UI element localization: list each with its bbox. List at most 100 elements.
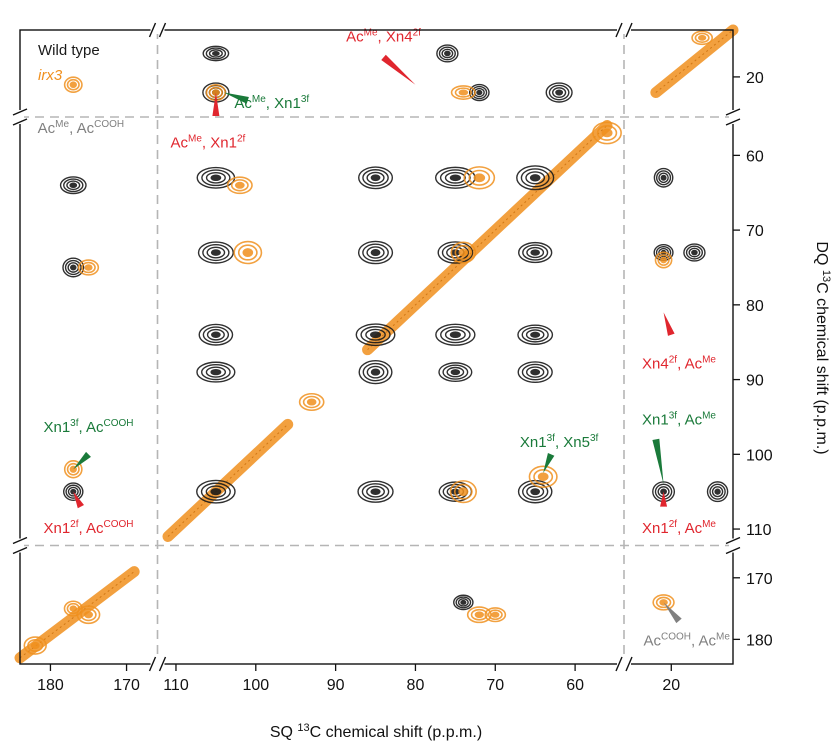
peak-contour — [366, 365, 385, 379]
peak-contour — [196, 479, 236, 504]
annotation-label: Xn12f​, AcMe​ — [642, 519, 716, 537]
peak-contour — [444, 50, 451, 57]
axis-break-mark — [725, 108, 741, 126]
peak-contour — [242, 248, 254, 257]
y-tick-label: 180 — [746, 632, 773, 649]
x-axis-title: SQ 13C chemical shift (p.p.m.) — [270, 722, 482, 741]
x-tick-label: 100 — [242, 677, 269, 694]
peak-contour — [442, 364, 469, 380]
peak-contour — [357, 240, 394, 265]
peak-contour — [27, 639, 44, 652]
peak-marker — [453, 594, 474, 611]
peak-marker — [484, 607, 507, 623]
axis-break-slash — [725, 118, 741, 126]
peak-contour — [66, 180, 81, 191]
axis-break-mark — [148, 22, 167, 38]
peak-contour — [517, 324, 554, 345]
peak-contour — [198, 323, 234, 346]
peak-contour — [202, 326, 230, 344]
peak-contour — [468, 169, 491, 186]
peak-contour — [30, 641, 40, 650]
peak-contour — [521, 326, 549, 343]
peak-contour — [517, 361, 553, 383]
annotation-layer: AcMe​, Xn42f​ AcMe​, Xn13f​ AcMe​, Xn12f​ A… — [38, 28, 731, 650]
y-tick-label: 60 — [746, 148, 764, 165]
peak-contour — [460, 599, 467, 605]
peak-marker — [63, 600, 83, 617]
annotation-label: AcCOOH​, AcMe​ — [643, 632, 730, 650]
peak-contour — [64, 259, 82, 276]
peak-marker — [518, 241, 553, 264]
peak-contour — [654, 251, 673, 269]
peak-contour — [70, 264, 77, 271]
peak-contour — [444, 328, 466, 341]
plot-panels — [20, 30, 733, 664]
peak-contour — [59, 176, 87, 195]
peak-annotation: Xn42f​, AcMe​ — [642, 312, 716, 372]
peak-contour — [358, 359, 393, 385]
peak-contour — [370, 488, 381, 496]
peak-contour — [441, 48, 454, 59]
annotation-label: Xn13f​, AcMe​ — [642, 410, 716, 428]
peak-contour — [520, 168, 550, 188]
peak-contour — [537, 472, 549, 482]
peak-marker — [468, 83, 490, 102]
peak-contour — [362, 169, 389, 187]
peak-annotation: Xn12f​, AcMe​ — [642, 491, 716, 537]
peak-contour — [533, 468, 554, 485]
peak-contour — [69, 605, 78, 612]
peak-marker — [516, 165, 555, 191]
peak-contour — [596, 125, 618, 141]
axis-break-slash — [148, 656, 157, 672]
annotation-label: AcMe​, Xn12f​ — [170, 133, 245, 151]
peak-contour — [62, 257, 85, 278]
peak-contour — [592, 121, 622, 145]
peak-layer — [14, 24, 739, 664]
peak-contour — [210, 174, 222, 182]
peak-contour — [66, 78, 80, 91]
series-wild-type — [59, 44, 729, 611]
axis-break-slash — [725, 108, 741, 116]
peak-contour — [491, 611, 500, 618]
annotation-label: AcMe​, AcCOOH​ — [38, 119, 124, 137]
peak-marker — [197, 241, 234, 264]
peak-contour — [658, 247, 669, 258]
peak-contour — [450, 241, 477, 264]
axis-break-slash — [12, 108, 28, 116]
peak-contour — [23, 636, 47, 655]
peak-contour — [366, 485, 385, 498]
y-axis-title: DQ 13C chemical shift (p.p.m.) — [813, 241, 832, 454]
legend: Wild type irx3 — [38, 42, 100, 84]
peak-contour — [449, 480, 477, 504]
axes-layer: 180 170 110 100 90 80 70 60 20 20 60 70 80 90 100 110 17… — [12, 22, 832, 741]
peak-contour — [362, 243, 389, 262]
peak-contour — [440, 326, 471, 344]
peak-marker — [59, 176, 87, 195]
diagonal-ridge — [362, 119, 613, 356]
peak-contour — [298, 392, 325, 412]
peak-contour — [709, 483, 726, 500]
x-tick-label: 70 — [486, 677, 504, 694]
peak-marker — [450, 85, 476, 100]
peak-contour — [450, 85, 476, 100]
peak-contour — [530, 488, 541, 496]
annotation-label: Xn13f​, Xn53f​ — [520, 433, 599, 451]
peak-contour — [66, 602, 80, 615]
legend-entry-wild-type: Wild type — [38, 42, 100, 59]
y-tick-label: 90 — [746, 373, 764, 390]
peak-contour — [660, 256, 668, 264]
annotation-label: AcMe​, Xn13f​ — [234, 94, 309, 112]
peak-contour — [455, 596, 472, 609]
peak-contour — [458, 89, 469, 96]
peak-contour — [67, 486, 79, 497]
peak-annotation: AcMe​, AcCOOH​ — [38, 119, 124, 137]
annotation-label: AcMe​, Xn42f​ — [346, 28, 421, 46]
peak-contour — [63, 178, 84, 193]
peak-marker — [683, 243, 706, 262]
peak-contour — [522, 482, 549, 501]
peak-contour — [197, 241, 234, 264]
peak-marker — [196, 361, 236, 383]
annotation-pointer — [660, 491, 668, 507]
peak-contour — [528, 465, 558, 488]
peak-marker — [438, 362, 473, 383]
